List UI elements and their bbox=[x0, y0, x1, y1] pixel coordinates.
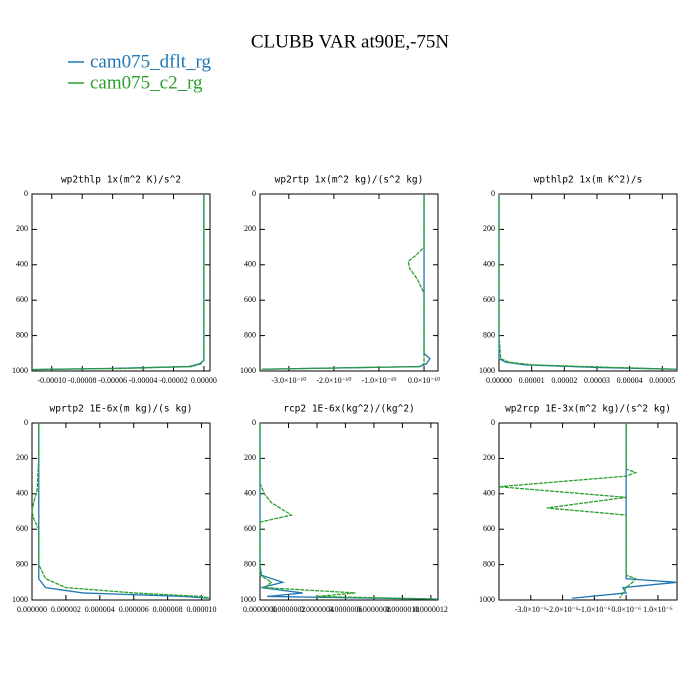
x-tick-label: 0.00000 bbox=[486, 376, 512, 385]
y-tick-label: 200 bbox=[483, 453, 495, 462]
panel-title: wprtp2 1E-6x(m kg)/(s kg) bbox=[50, 404, 193, 415]
y-tick-label: 200 bbox=[483, 224, 495, 233]
plot-frame bbox=[259, 193, 439, 372]
y-tick-label: 1000 bbox=[240, 366, 256, 375]
x-tick-label: 1.0×10⁻⁶ bbox=[643, 605, 673, 614]
figure-title: CLUBB VAR at90E,-75N bbox=[251, 31, 450, 52]
y-tick-label: 0 bbox=[252, 418, 256, 427]
x-tick-label: 0.0000000 bbox=[243, 605, 277, 614]
y-tick-label: 400 bbox=[483, 489, 495, 498]
y-tick-label: 400 bbox=[16, 260, 28, 269]
x-tick-label: -0.00010 bbox=[37, 376, 66, 385]
x-tick-label: -3.0×10⁻¹⁰ bbox=[271, 376, 306, 385]
x-tick-label: 0.0000004 bbox=[300, 605, 334, 614]
y-tick-label: 200 bbox=[16, 224, 28, 233]
y-tick-label: 400 bbox=[244, 489, 256, 498]
y-tick-label: 800 bbox=[16, 559, 28, 568]
x-tick-label: 0.0×10⁻¹⁰ bbox=[408, 376, 440, 385]
y-tick-label: 800 bbox=[483, 330, 495, 339]
x-tick-label: 0.00003 bbox=[584, 376, 610, 385]
x-tick-label: -2.0×10⁻⁶ bbox=[546, 605, 578, 614]
x-tick-label: 0.0000008 bbox=[357, 605, 391, 614]
panel-title: wpthlp2 1x(m K^2)/s bbox=[534, 175, 643, 186]
x-tick-label: 0.00001 bbox=[519, 376, 545, 385]
plot-frame bbox=[31, 193, 211, 372]
x-tick-label: 0.0000012 bbox=[414, 605, 448, 614]
x-tick-label: 0.00004 bbox=[617, 376, 643, 385]
profile-line bbox=[261, 194, 425, 370]
x-tick-label: 0.00002 bbox=[551, 376, 577, 385]
profile-line bbox=[498, 423, 638, 599]
y-tick-label: 1000 bbox=[240, 595, 256, 604]
y-tick-label: 1000 bbox=[479, 595, 495, 604]
y-tick-label: 800 bbox=[244, 330, 256, 339]
panel-title: wp2rtp 1x(m^2 kg)/(s^2 kg) bbox=[275, 175, 424, 186]
y-tick-label: 600 bbox=[16, 295, 28, 304]
y-tick-label: 0 bbox=[24, 418, 28, 427]
x-tick-label: 0.0×10⁻⁶ bbox=[611, 605, 641, 614]
y-tick-label: 600 bbox=[483, 295, 495, 304]
x-tick-label: 0.000006 bbox=[119, 605, 149, 614]
y-tick-label: 600 bbox=[244, 295, 256, 304]
plot-frame bbox=[31, 422, 211, 601]
y-tick-label: 0 bbox=[252, 189, 256, 198]
profile-line bbox=[572, 423, 678, 599]
y-tick-label: 800 bbox=[483, 559, 495, 568]
y-tick-label: 600 bbox=[483, 524, 495, 533]
profile-line bbox=[259, 423, 439, 600]
profile-line bbox=[31, 423, 211, 599]
y-tick-label: 0 bbox=[491, 189, 495, 198]
x-tick-label: 0.0000002 bbox=[271, 605, 305, 614]
profile-line bbox=[261, 194, 431, 370]
y-tick-label: 600 bbox=[16, 524, 28, 533]
y-tick-label: 400 bbox=[16, 489, 28, 498]
x-tick-label: 0.00000 bbox=[191, 376, 217, 385]
y-tick-label: 400 bbox=[244, 260, 256, 269]
y-tick-label: 0 bbox=[24, 189, 28, 198]
y-tick-label: 1000 bbox=[479, 366, 495, 375]
x-tick-label: -0.00004 bbox=[129, 376, 158, 385]
x-tick-label: -3.0×10⁻⁶ bbox=[515, 605, 547, 614]
x-tick-label: 0.000008 bbox=[153, 605, 183, 614]
x-tick-label: -0.00008 bbox=[68, 376, 97, 385]
x-tick-label: -1.0×10⁻¹⁰ bbox=[361, 376, 396, 385]
y-tick-label: 600 bbox=[244, 524, 256, 533]
x-tick-label: 0.000002 bbox=[51, 605, 81, 614]
profile-line bbox=[31, 194, 205, 371]
legend-label: cam075_c2_rg bbox=[90, 72, 203, 93]
y-tick-label: 200 bbox=[244, 453, 256, 462]
y-tick-label: 800 bbox=[244, 559, 256, 568]
legend-label: cam075_dflt_rg bbox=[90, 51, 212, 72]
x-tick-label: 0.0000006 bbox=[328, 605, 362, 614]
plot-frame bbox=[498, 422, 678, 601]
x-tick-label: 0.000010 bbox=[187, 605, 217, 614]
panel-title: rcp2 1E-6x(kg^2)/(kg^2) bbox=[283, 404, 415, 415]
x-tick-label: 0.00005 bbox=[649, 376, 675, 385]
y-tick-label: 400 bbox=[483, 260, 495, 269]
y-tick-label: 200 bbox=[244, 224, 256, 233]
profile-line bbox=[259, 423, 439, 600]
x-tick-label: -0.00002 bbox=[159, 376, 188, 385]
x-tick-label: 0.000004 bbox=[85, 605, 115, 614]
y-tick-label: 200 bbox=[16, 453, 28, 462]
x-tick-label: 0.0000010 bbox=[385, 605, 419, 614]
y-tick-label: 800 bbox=[16, 330, 28, 339]
y-tick-label: 1000 bbox=[12, 366, 28, 375]
y-tick-label: 0 bbox=[491, 418, 495, 427]
x-tick-label: -0.00006 bbox=[98, 376, 127, 385]
y-tick-label: 1000 bbox=[12, 595, 28, 604]
x-tick-label: 0.000000 bbox=[17, 605, 47, 614]
x-tick-label: -1.0×10⁻⁶ bbox=[578, 605, 610, 614]
panel-title: wp2rcp 1E-3x(m^2 kg)/(s^2 kg) bbox=[505, 404, 671, 415]
panel-title: wp2thlp 1x(m^2 K)/s^2 bbox=[61, 175, 181, 186]
profile-line bbox=[498, 194, 678, 370]
x-tick-label: -2.0×10⁻¹⁰ bbox=[316, 376, 351, 385]
